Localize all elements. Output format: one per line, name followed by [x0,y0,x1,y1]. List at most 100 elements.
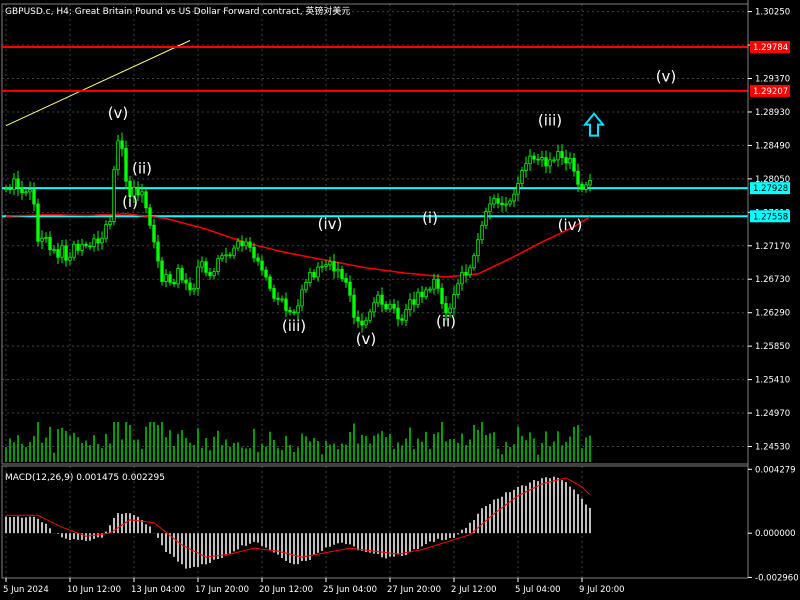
candle[interactable] [284,292,288,317]
candle[interactable] [544,150,548,173]
candle[interactable] [332,253,336,279]
candle[interactable] [80,238,84,256]
candle[interactable] [236,238,240,252]
candle[interactable] [492,194,496,209]
candle[interactable] [12,173,16,196]
candle[interactable] [164,269,168,288]
candle[interactable] [160,256,164,286]
candle[interactable] [196,259,200,296]
candle[interactable] [556,144,560,167]
candle[interactable] [24,188,28,197]
candle[interactable] [380,287,384,313]
candle[interactable] [328,256,332,270]
candle[interactable] [308,268,312,287]
candle[interactable] [88,242,92,251]
candle[interactable] [212,267,216,280]
candle[interactable] [516,176,520,202]
candle[interactable] [100,231,104,250]
candle[interactable] [304,279,308,294]
candle[interactable] [44,232,48,244]
candle[interactable] [112,165,116,226]
candle[interactable] [424,286,428,300]
candle[interactable] [140,183,144,203]
candle[interactable] [564,149,568,171]
candle[interactable] [528,148,532,171]
candle[interactable] [540,150,544,167]
candle[interactable] [552,156,556,164]
candle[interactable] [8,184,12,195]
candle[interactable] [292,308,296,316]
candle[interactable] [156,234,160,269]
candle[interactable] [344,272,348,288]
candle[interactable] [244,237,248,250]
candle[interactable] [232,244,236,259]
candle[interactable] [392,298,396,314]
candle[interactable] [576,163,580,192]
macd-panel[interactable] [5,476,591,569]
candle[interactable] [268,274,272,292]
candle[interactable] [56,242,60,265]
candle[interactable] [448,303,452,318]
candle[interactable] [180,265,184,284]
price-candles[interactable] [4,132,592,333]
candle[interactable] [188,277,192,296]
candle[interactable] [16,170,20,197]
candle[interactable] [68,252,72,266]
candle[interactable] [572,152,576,177]
candle[interactable] [524,156,528,178]
candle[interactable] [260,255,264,276]
candle[interactable] [32,182,36,212]
candle[interactable] [584,181,588,193]
candle[interactable] [280,295,284,303]
candle[interactable] [96,230,100,251]
candle[interactable] [428,286,432,293]
candle[interactable] [128,175,132,202]
candle[interactable] [340,265,344,282]
candle[interactable] [64,239,68,267]
candle[interactable] [200,256,204,273]
candle[interactable] [508,198,512,207]
candle[interactable] [204,257,208,277]
candle[interactable] [532,152,536,163]
candle[interactable] [4,185,8,193]
candle[interactable] [396,300,400,327]
candle[interactable] [416,288,420,309]
candle[interactable] [388,300,392,313]
candle[interactable] [124,140,128,189]
candle[interactable] [296,299,300,320]
candle[interactable] [372,297,376,318]
candle[interactable] [92,233,96,252]
candle[interactable] [240,235,244,252]
candle[interactable] [536,153,540,166]
candle[interactable] [376,291,380,307]
candle[interactable] [276,292,280,306]
candle[interactable] [440,283,444,309]
candle[interactable] [20,180,24,200]
candle[interactable] [500,196,504,212]
candle[interactable] [184,272,188,291]
candle[interactable] [476,232,480,263]
candle[interactable] [104,220,108,243]
candle[interactable] [28,181,32,200]
candle[interactable] [264,266,268,281]
candle[interactable] [256,253,260,266]
candle[interactable] [408,293,412,317]
candle[interactable] [40,230,44,250]
candle[interactable] [588,173,592,192]
candle[interactable] [360,313,364,333]
candle[interactable] [404,303,408,327]
candle[interactable] [172,278,176,288]
candle[interactable] [568,152,572,169]
candle[interactable] [224,247,228,263]
candle[interactable] [252,242,256,263]
candle[interactable] [472,252,476,271]
candle[interactable] [192,283,196,295]
candle[interactable] [496,193,500,209]
candle[interactable] [512,188,516,207]
candle[interactable] [520,166,524,187]
candle[interactable] [248,237,252,253]
candle[interactable] [72,240,76,261]
candle[interactable] [468,264,472,278]
candle[interactable] [144,186,148,213]
